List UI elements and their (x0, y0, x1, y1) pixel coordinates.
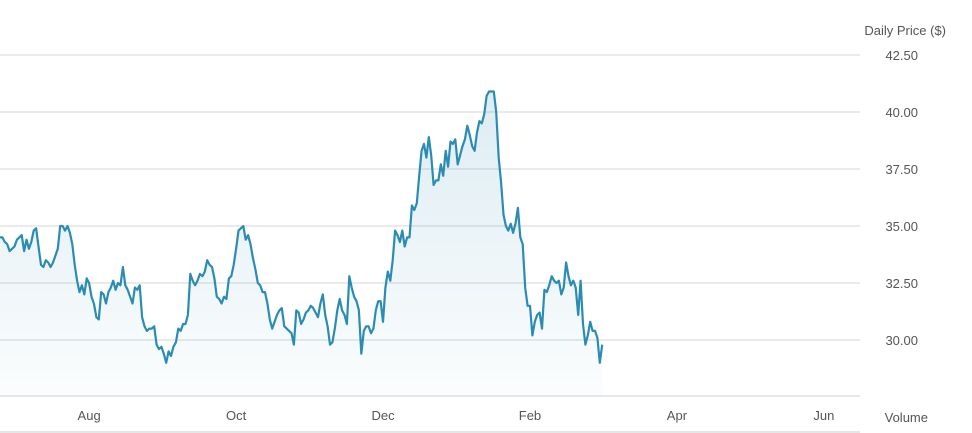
volume-label: Volume (885, 410, 928, 425)
x-tick-label: Feb (519, 408, 541, 423)
x-tick-label: Aug (78, 408, 101, 423)
x-tick-label: Apr (667, 408, 688, 423)
y-tick-label: 35.00 (885, 219, 918, 234)
price-line (0, 90, 604, 364)
y-tick-label: 37.50 (885, 162, 918, 177)
x-tick-label: Dec (371, 408, 395, 423)
y-axis-ticks: 42.50 40.00 37.50 35.00 32.50 30.00 (885, 48, 918, 348)
y-tick-label: 30.00 (885, 333, 918, 348)
x-axis-ticks: Aug Oct Dec Feb Apr Jun (78, 408, 835, 423)
y-axis-title: Daily Price ($) (864, 23, 946, 38)
y-tick-label: 32.50 (885, 276, 918, 291)
y-tick-label: 40.00 (885, 105, 918, 120)
x-tick-label: Jun (813, 408, 834, 423)
price-area (0, 91, 603, 396)
x-tick-label: Oct (226, 408, 247, 423)
y-tick-label: 42.50 (885, 48, 918, 63)
